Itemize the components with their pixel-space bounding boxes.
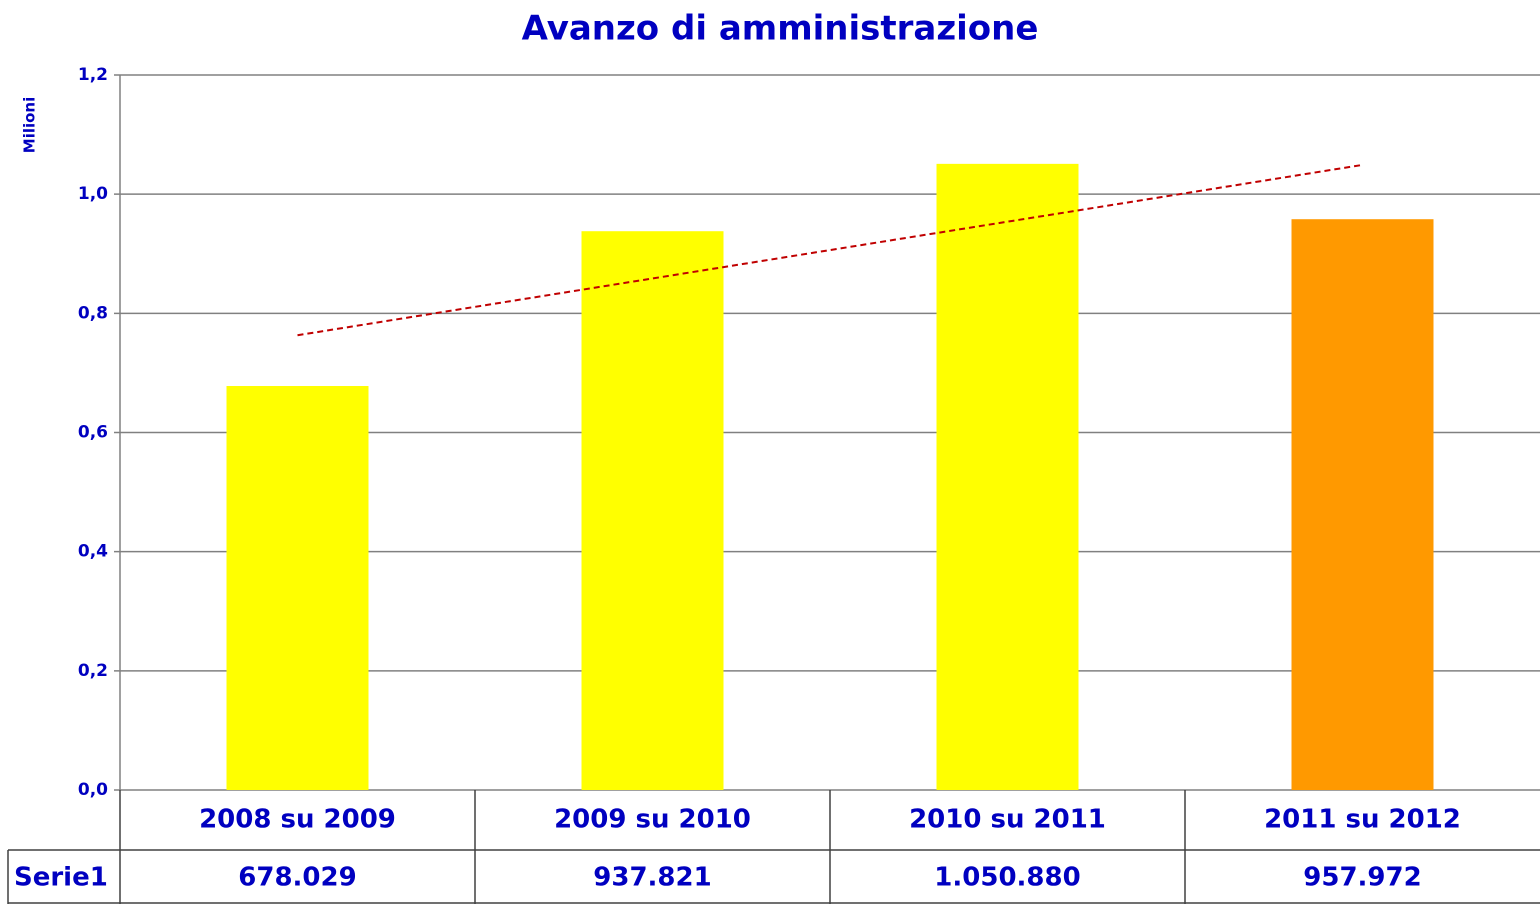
table-value: 957.972 — [1303, 863, 1421, 893]
x-tick-label: 2011 su 2012 — [1264, 805, 1461, 835]
table-value: 937.821 — [593, 863, 711, 893]
y-tick-label: 0,0 — [78, 780, 108, 800]
y-axis-label: Milioni — [21, 97, 39, 153]
y-tick-label: 0,8 — [78, 303, 108, 323]
trendline — [297, 163, 1363, 337]
bar — [226, 386, 369, 790]
y-tick-label: 0,6 — [78, 423, 108, 443]
bar — [1291, 219, 1434, 790]
y-tick-label: 0,4 — [78, 542, 108, 562]
x-tick-label: 2008 su 2009 — [199, 805, 396, 835]
legend-entry: Serie1 — [14, 863, 108, 893]
y-tick-label: 1,0 — [78, 184, 108, 204]
x-tick-label: 2009 su 2010 — [554, 805, 751, 835]
x-tick-label: 2010 su 2011 — [909, 805, 1106, 835]
y-tick-label: 0,2 — [78, 661, 108, 681]
y-tick-label: 1,2 — [78, 65, 108, 85]
table-value: 1.050.880 — [934, 863, 1080, 893]
bar — [581, 231, 724, 791]
bar — [936, 163, 1079, 791]
chart-title: Avanzo di amministrazione — [522, 9, 1039, 49]
table-value: 678.029 — [238, 863, 356, 893]
